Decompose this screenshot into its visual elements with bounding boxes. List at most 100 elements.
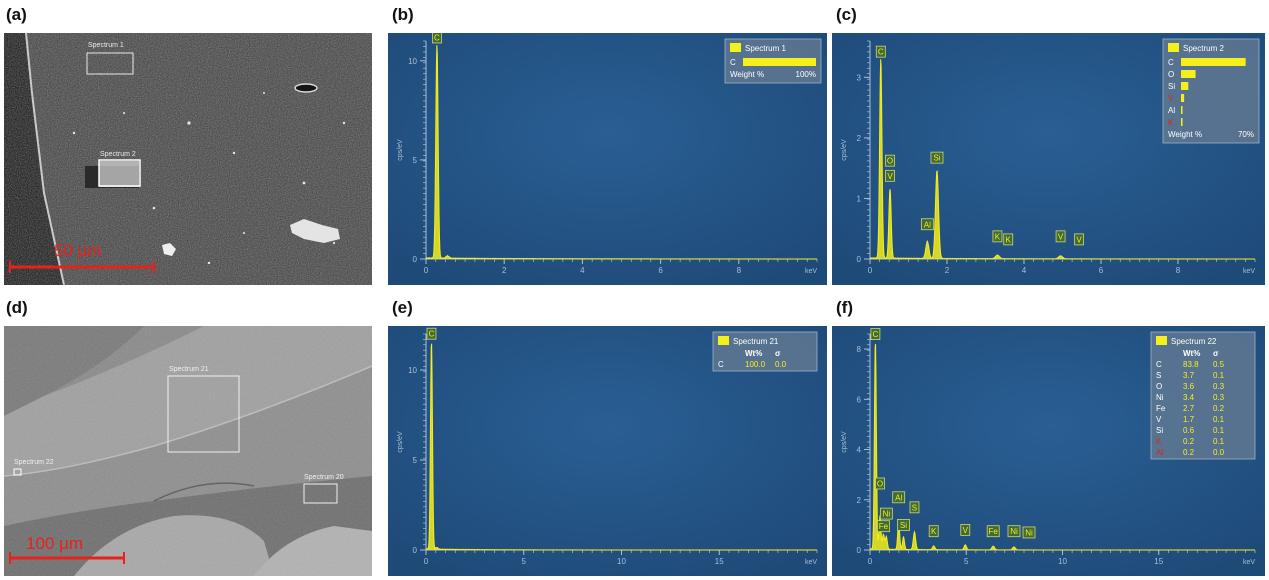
legend-sigma: 0.3 [1213, 382, 1225, 391]
legend-sigma: 0.1 [1213, 426, 1225, 435]
legend-swatch [718, 336, 729, 345]
panel-label-c: (c) [836, 5, 857, 24]
spectrum-line [425, 343, 817, 551]
legend-axis-label: Weight % [730, 70, 764, 79]
peak-label-box [885, 154, 895, 167]
legend-element: O [1168, 70, 1174, 79]
peak-label: Fe [989, 527, 999, 536]
y-axis-label: cps/eV [841, 431, 848, 453]
y-tick-label: 5 [413, 156, 418, 165]
x-tick-label: 10 [617, 557, 626, 566]
legend-bar [1181, 82, 1189, 90]
panel-label-a: (a) [6, 5, 27, 24]
peak-label-box [877, 520, 890, 533]
legend-sigma: 0.2 [1213, 404, 1225, 413]
peak-label-box [1022, 526, 1036, 539]
peak-label: V [887, 172, 893, 181]
legend-wt: 0.6 [1183, 426, 1195, 435]
peak-label-box [432, 33, 442, 44]
legend-swatch [730, 43, 741, 52]
peak-label-box [426, 327, 437, 340]
y-tick-label: 0 [857, 255, 862, 264]
y-tick-label: 3 [857, 73, 862, 82]
peak-label-box [930, 151, 944, 164]
legend-wt: 0.2 [1183, 437, 1195, 446]
y-tick-label: 2 [857, 134, 862, 143]
spectrum-box-label: Spectrum 1 [88, 42, 124, 49]
peak-label: C [429, 330, 435, 339]
legend: Spectrum 21 Wt% σ C 100.0 0.0 [712, 331, 818, 372]
legend-sigma: 0.1 [1213, 371, 1225, 380]
y-tick-label: 4 [857, 446, 862, 455]
legend-wt: 2.7 [1183, 404, 1195, 413]
legend: Spectrum 2 CO Si V Al K Weight % 70% [1162, 38, 1260, 144]
x-tick-label: 5 [522, 557, 527, 566]
legend-element: V [1168, 94, 1174, 103]
peak-label: C [878, 48, 884, 57]
y-tick-label: 10 [408, 57, 417, 66]
legend-sigma: 0.0 [775, 360, 787, 369]
peak-label-box [875, 477, 885, 490]
y-tick-label: 8 [857, 345, 862, 354]
x-tick-label: 15 [1154, 557, 1163, 566]
legend-element: K [1156, 437, 1162, 446]
legend-box [1162, 38, 1260, 144]
legend-wt: 1.7 [1183, 415, 1195, 424]
legend-title: Spectrum 2 [1183, 44, 1224, 53]
legend: Spectrum 1 C Weight % 100% [724, 38, 822, 84]
y-tick-label: 1 [857, 194, 862, 203]
x-tick-label: 0 [868, 557, 873, 566]
legend-sigma: 0.1 [1213, 415, 1225, 424]
legend-element: S [1156, 371, 1161, 380]
legend-wt: 83.8 [1183, 360, 1199, 369]
legend-sigma: 0.5 [1213, 360, 1225, 369]
legend-wt: 3.4 [1183, 393, 1195, 402]
x-tick-label: 0 [424, 266, 429, 275]
legend-swatch [1156, 336, 1167, 345]
spectrum-line [425, 45, 818, 260]
peak-label: V [1058, 232, 1064, 241]
spectrum-svg: 0 5 10 15 0 5 10 keV cps/eV C Spectrum 21 Wt% σ C 100.… [388, 326, 827, 576]
legend-box [1150, 331, 1256, 460]
peak-label-box [1007, 525, 1021, 538]
peak-label: Si [900, 521, 907, 530]
peak-label-box [986, 525, 1000, 538]
peak-label-box [1074, 233, 1084, 246]
y-axis-label: cps/eV [397, 431, 404, 453]
legend-bar [1181, 106, 1183, 114]
legend-element: C [1168, 58, 1174, 67]
legend-element: Al [1168, 106, 1175, 115]
x-tick-label: 2 [945, 266, 950, 275]
peak-label: C [872, 330, 878, 339]
panel-label-b: (b) [392, 5, 414, 24]
legend-box [712, 331, 818, 372]
peak-label: O [887, 157, 893, 166]
legend-header: σ [1213, 349, 1219, 358]
x-tick-label: 4 [1022, 266, 1027, 275]
sem-image-a: Spectrum 1 Spectrum 2 50 µm [4, 33, 372, 285]
x-tick-label: 0 [424, 557, 429, 566]
y-axis-label: cps/eV [841, 139, 848, 161]
peak-label: K [931, 527, 937, 536]
x-axis-label: keV [805, 559, 817, 566]
peak-label-box [960, 524, 971, 536]
peak-label: K [1006, 235, 1012, 244]
peak-label-box [1055, 230, 1066, 243]
spectrum-box-label: Spectrum 20 [304, 474, 344, 481]
legend-header: Wt% [745, 349, 762, 358]
legend-sigma: 0.0 [1213, 448, 1225, 457]
peak-label: Ni [883, 510, 891, 519]
legend-title: Spectrum 1 [745, 44, 786, 53]
legend-element: C [718, 360, 724, 369]
peak-label-box [879, 507, 893, 520]
peak-label: V [1076, 235, 1082, 244]
panel-label-f: (f) [836, 298, 853, 317]
peak-label-box [875, 45, 886, 58]
peak-label: Si [933, 154, 940, 163]
peak-label: Al [895, 493, 902, 502]
y-axis-label: cps/eV [397, 139, 404, 161]
legend-element: C [730, 58, 736, 67]
spectrum-line [869, 59, 1256, 260]
legend-element: O [1156, 382, 1162, 391]
